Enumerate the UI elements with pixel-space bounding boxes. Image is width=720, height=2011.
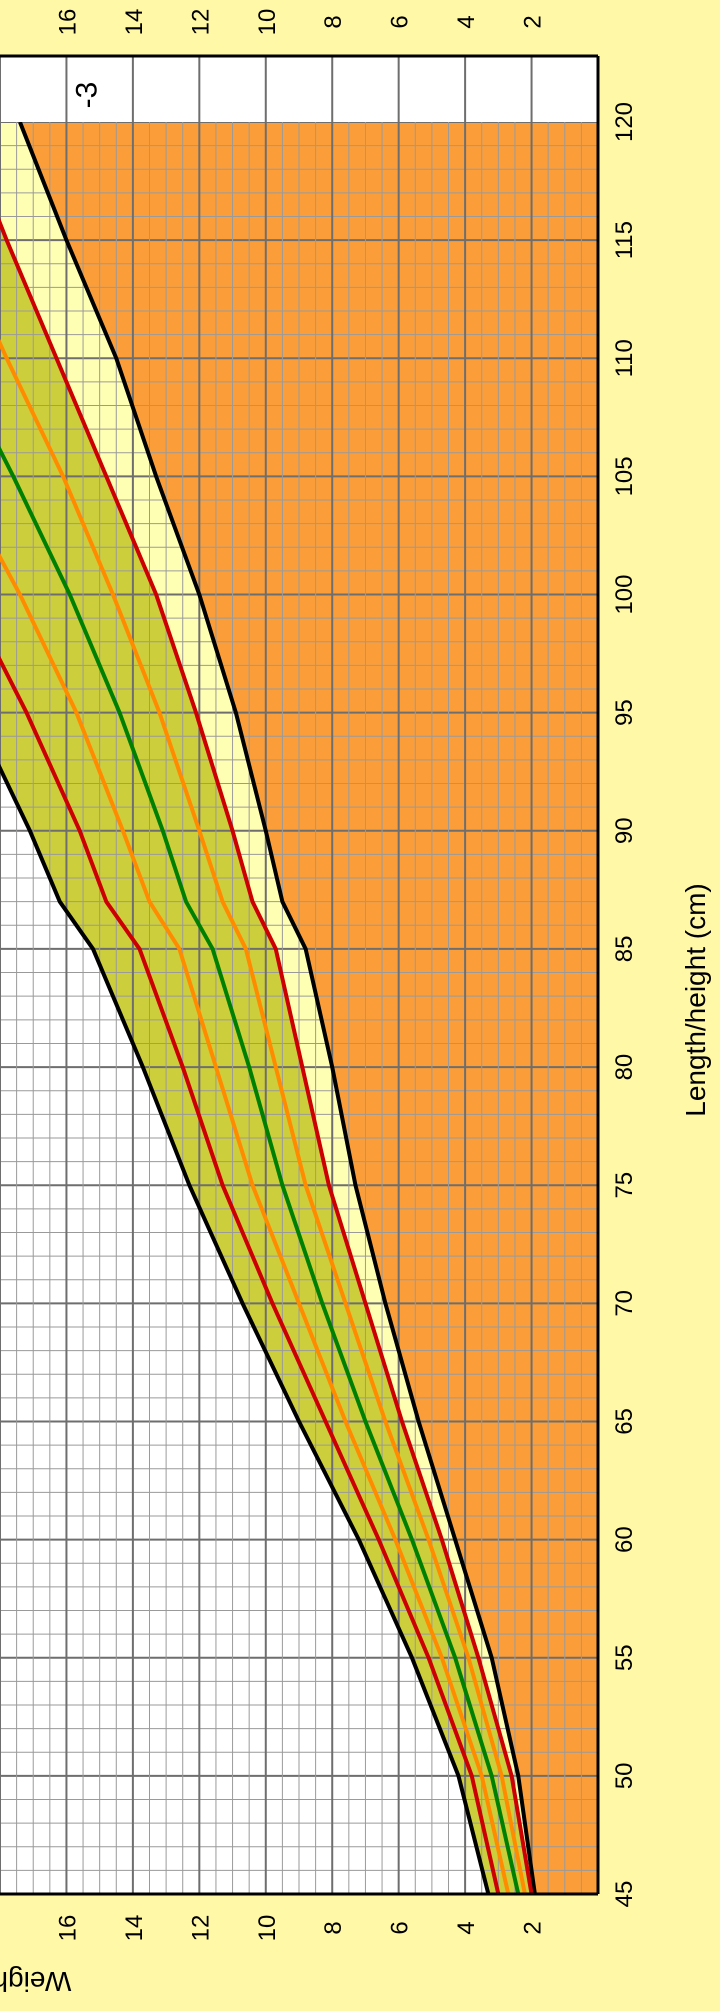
y-tick-label-bottom: 12 — [187, 1915, 214, 1942]
z-line-6 — [0, 763, 491, 1895]
x-tick-label: 55 — [611, 1644, 638, 1671]
zone-minus3-minus2 — [0, 122, 535, 1894]
x-tick-label: 80 — [611, 1054, 638, 1081]
y-tick-label-top: 8 — [320, 15, 347, 28]
z-line-2 — [0, 338, 527, 1895]
x-tick-label: 95 — [611, 699, 638, 726]
y-tick-label-bottom: 2 — [520, 1921, 547, 1934]
y-tick-label-top: 16 — [54, 9, 81, 36]
y-tick-label-bottom: 6 — [387, 1921, 414, 1934]
x-tick-label: 45 — [611, 1881, 638, 1908]
x-tick-label: 70 — [611, 1290, 638, 1317]
y-tick-label-top: 4 — [453, 15, 480, 28]
x-tick-label: 100 — [611, 575, 638, 615]
z-line-4 — [0, 552, 511, 1895]
x-tick-label: 90 — [611, 817, 638, 844]
y-tick-label-bottom: 4 — [453, 1921, 480, 1934]
z-line-3 — [0, 445, 521, 1895]
y-tick-label-top: 14 — [121, 9, 148, 36]
axis-labels: Length/height (cm) Weight -3 — [0, 82, 711, 1997]
y-axis-ticks-left: 2 4 6 8 10 12 14 16 — [54, 1915, 546, 1942]
y-tick-label-top: 12 — [187, 9, 214, 36]
x-tick-label: 120 — [611, 102, 638, 142]
y-tick-label-bottom: 16 — [54, 1915, 81, 1942]
y-tick-label-bottom: 14 — [121, 1915, 148, 1942]
zone-below-minus3 — [19, 122, 598, 1894]
y-tick-label-top: 6 — [387, 15, 414, 28]
x-tick-label: 110 — [611, 339, 638, 377]
x-tick-label: 105 — [611, 456, 638, 496]
x-tick-label: 115 — [611, 221, 638, 259]
x-axis-label: Length/height (cm) — [680, 883, 711, 1116]
y-tick-label-bottom: 10 — [254, 1915, 281, 1942]
x-tick-label: 60 — [611, 1526, 638, 1553]
z-score-lines — [0, 121, 537, 1895]
y-axis-ticks-right: 2 4 6 8 10 12 14 16 — [54, 9, 546, 36]
z-line-5 — [0, 655, 501, 1895]
top-label-strip — [0, 56, 598, 122]
x-tick-label: 50 — [611, 1763, 638, 1790]
z-line-1 — [0, 217, 534, 1895]
y-tick-label-top: 2 — [520, 15, 547, 28]
series-label-minus3: -3 — [70, 82, 103, 109]
y-tick-label-bottom: 8 — [320, 1921, 347, 1934]
y-axis-label: Weight — [0, 1966, 71, 1997]
x-tick-label: 85 — [611, 936, 638, 963]
z-line-0 — [18, 121, 537, 1895]
x-tick-label: 75 — [611, 1172, 638, 1199]
plot-frame — [0, 54, 600, 1896]
x-tick-label: 65 — [611, 1408, 638, 1435]
y-tick-label-top: 10 — [254, 9, 281, 36]
x-axis-ticks: 45 50 55 60 65 70 75 80 85 90 95 100 105 110 115 120 — [611, 102, 638, 1907]
